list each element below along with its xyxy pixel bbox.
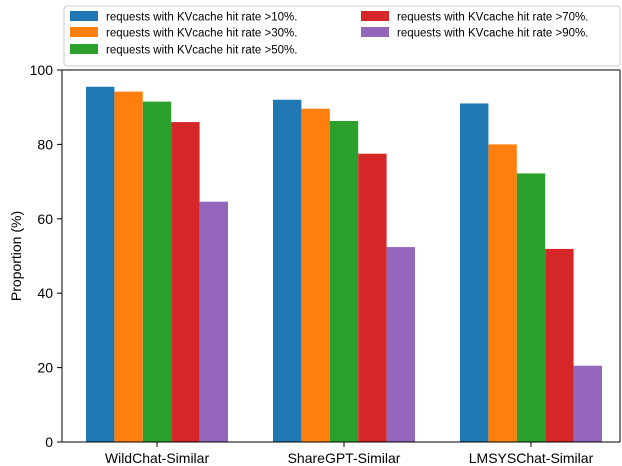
bar-4-lmsyschat-similar — [545, 248, 574, 442]
legend-swatch-4 — [361, 11, 389, 21]
bar-2-lmsyschat-similar — [488, 144, 517, 442]
y-tick-label: 60 — [37, 211, 53, 227]
y-axis-label: Proportion (%) — [8, 211, 24, 301]
legend: requests with KVcache hit rate >10%. requ… — [63, 5, 621, 67]
legend-swatch-3 — [70, 44, 98, 54]
bar-3-sharegpt-similar — [329, 120, 359, 443]
legend-label-2: requests with KVcache hit rate >30%. — [106, 28, 297, 40]
bar-5-lmsyschat-similar — [573, 365, 602, 442]
x-tick-label: ShareGPT-Similar — [288, 450, 401, 466]
y-tick-label: 100 — [30, 62, 54, 78]
bar-3-lmsyschat-similar — [516, 173, 546, 443]
y-tick-label: 0 — [45, 434, 53, 450]
y-tick-label: 20 — [37, 360, 53, 376]
legend-label-3: requests with KVcache hit rate >50%. — [106, 45, 297, 57]
legend-label-4: requests with KVcache hit rate >70%. — [397, 12, 588, 24]
bar-1-sharegpt-similar — [273, 99, 302, 442]
x-tick-label: WildChat-Similar — [105, 450, 210, 466]
bar-4-sharegpt-similar — [358, 153, 387, 442]
legend-label-1: requests with KVcache hit rate >10%. — [106, 12, 297, 24]
legend-label-5: requests with KVcache hit rate >90%. — [397, 28, 588, 40]
legend-swatch-2 — [70, 27, 98, 37]
legend-box — [63, 5, 621, 67]
bar-3-wildchat-similar — [142, 101, 172, 443]
legend-swatch-5 — [361, 27, 389, 37]
bar-2-sharegpt-similar — [301, 108, 330, 442]
legend-swatch-1 — [70, 11, 98, 21]
x-tick-label: LMSYSChat-Similar — [469, 450, 594, 466]
bar-1-wildchat-similar — [86, 86, 115, 443]
plot-area — [86, 86, 602, 443]
bar-5-wildchat-similar — [199, 201, 228, 442]
bar-4-wildchat-similar — [171, 122, 200, 442]
bar-1-lmsyschat-similar — [460, 103, 489, 442]
y-tick-label: 40 — [37, 285, 53, 301]
axes: 0 20 40 60 80 100 WildChat-Similar ShareGPT-Sim… — [30, 62, 621, 466]
y-tick-label: 80 — [37, 136, 53, 152]
bar-2-wildchat-similar — [114, 91, 143, 442]
bar-5-sharegpt-similar — [386, 247, 415, 442]
